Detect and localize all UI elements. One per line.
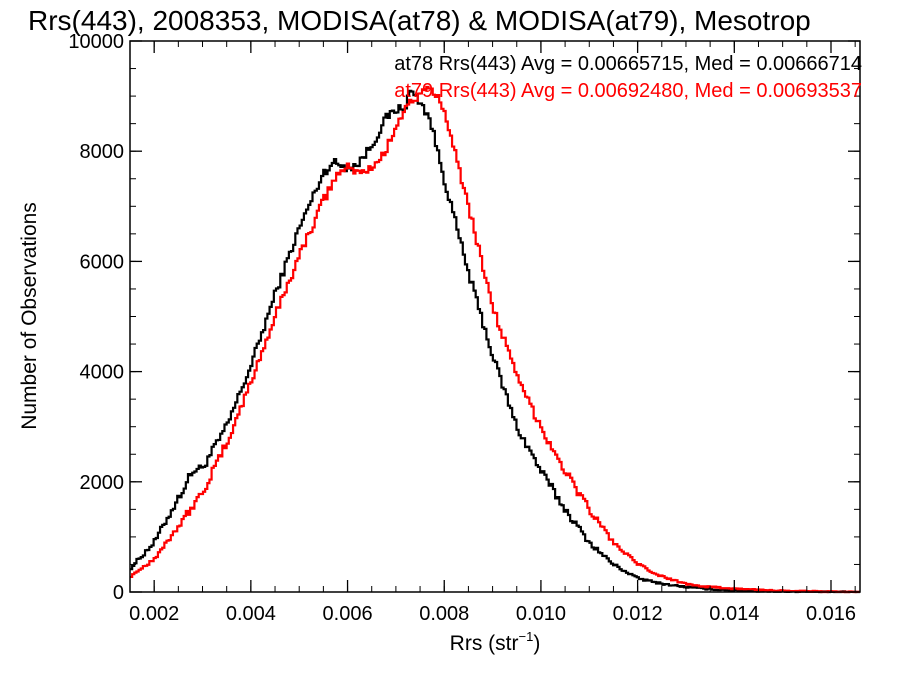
x-tick-label: 0.016 — [806, 603, 856, 625]
x-axis-label-exponent: −1 — [519, 629, 534, 644]
y-tick-label: 8000 — [80, 141, 125, 163]
y-tick-label: 2000 — [80, 472, 125, 494]
x-tick-label: 0.002 — [129, 603, 179, 625]
y-tick-label: 6000 — [80, 251, 125, 273]
x-tick-label: 0.012 — [613, 603, 663, 625]
chart-title: Rrs(443), 2008353, MODISA(at78) & MODISA… — [28, 5, 811, 36]
series-group — [130, 85, 860, 594]
legend-entry-at79: at79 Rrs(443) Avg = 0.00692480, Med = 0.… — [394, 80, 862, 102]
series-line-1 — [130, 85, 860, 594]
y-tick-label: 4000 — [80, 362, 125, 384]
legend-entry-at78: at78 Rrs(443) Avg = 0.00665715, Med = 0.… — [394, 53, 862, 75]
x-tick-label: 0.006 — [323, 603, 373, 625]
x-tick-label: 0.008 — [419, 603, 469, 625]
y-axis-ticks: 0 2000 4000 6000 8000 10000 — [68, 31, 860, 604]
x-tick-label: 0.004 — [226, 603, 276, 625]
x-tick-label: 0.014 — [709, 603, 759, 625]
y-tick-label: 0 — [113, 582, 124, 604]
y-axis-label: Number of Observations — [18, 202, 41, 430]
x-axis-ticks: 0.002 0.004 0.006 0.008 0.010 0.012 0.014 0.016 — [129, 41, 856, 625]
x-tick-label: 0.010 — [516, 603, 566, 625]
y-tick-label: 10000 — [68, 31, 124, 53]
x-axis-label: Rrs (str−1) — [450, 629, 541, 655]
x-axis-label-close: ) — [533, 632, 540, 655]
series-line-0 — [130, 89, 860, 594]
x-axis-label-main: Rrs (str — [450, 632, 519, 655]
plot-frame — [129, 40, 861, 593]
